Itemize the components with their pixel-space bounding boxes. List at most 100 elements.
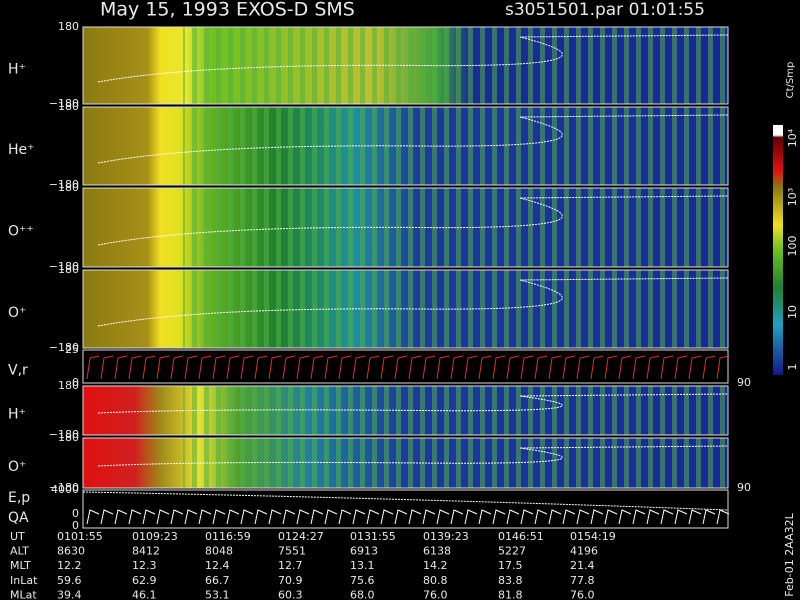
table-cell: 70.9	[278, 574, 303, 587]
table-cell: 6138	[423, 545, 451, 558]
panel-label: V,r	[8, 363, 28, 379]
y-tick-label: −180	[49, 97, 79, 110]
panel-label: E,p	[8, 490, 30, 506]
row-label: MLT	[10, 559, 31, 572]
panel-frame	[82, 437, 729, 489]
panel-frame	[82, 106, 729, 186]
panel-frame	[82, 26, 729, 105]
y-tick-label: −180	[49, 260, 79, 273]
table-cell: 77.8	[570, 574, 595, 587]
table-cell: 76.0	[423, 588, 448, 600]
y-tick-label: −180	[49, 428, 79, 441]
panel-bg	[82, 489, 729, 529]
colorbar-label: 1	[786, 364, 799, 371]
table-cell: 0109:23	[132, 530, 178, 543]
panel-label: He⁺	[8, 142, 35, 158]
pitch-trace	[97, 195, 729, 246]
table-cell: 81.8	[498, 588, 523, 600]
energy-trace	[82, 491, 729, 511]
y-tick-label: 180	[58, 263, 79, 276]
table-cell: 8630	[57, 545, 85, 558]
pitch-trace	[97, 114, 729, 164]
y-tick-label: 180	[58, 431, 79, 444]
row-label: ALT	[10, 545, 29, 558]
right-label: 90	[737, 376, 751, 389]
table-cell: 68.0	[350, 588, 375, 600]
colorbar-label: 10	[786, 305, 799, 319]
table-cell: 0124:27	[278, 530, 324, 543]
right-label: 90	[737, 481, 751, 494]
y-tick-label: 180	[58, 181, 79, 194]
table-cell: 83.8	[498, 574, 523, 587]
table-cell: 8412	[132, 545, 160, 558]
table-cell: 0154:19	[570, 530, 616, 543]
row-label: MLat	[10, 588, 37, 600]
table-cell: 12.4	[205, 559, 230, 572]
panel-label: H⁺	[8, 62, 26, 78]
panel-label: O⁺	[8, 305, 26, 321]
panel-bg	[82, 349, 729, 384]
y-tick-label: 0	[72, 519, 79, 532]
table-cell: 53.1	[205, 588, 230, 600]
row-label: UT	[10, 530, 25, 543]
y-tick-label: 180	[58, 379, 79, 392]
pitch-trace	[97, 34, 729, 83]
table-cell: 14.2	[423, 559, 448, 572]
panel-frame	[82, 385, 729, 436]
y-tick-label: 0	[72, 507, 79, 520]
table-cell: 21.4	[570, 559, 595, 572]
pitch-trace	[97, 277, 729, 327]
table-cell: 39.4	[57, 588, 82, 600]
trace	[86, 355, 730, 380]
table-cell: 12.2	[57, 559, 82, 572]
table-cell: 0139:23	[423, 530, 469, 543]
file-label: s3051501.par 01:01:55	[505, 0, 705, 20]
y-tick-label: 4000	[51, 483, 79, 496]
table-cell: 12.3	[132, 559, 157, 572]
table-cell: 76.0	[570, 588, 595, 600]
panel-label: O⁺	[8, 459, 26, 475]
table-cell: 46.1	[132, 588, 157, 600]
table-cell: 66.7	[205, 574, 230, 587]
table-cell: 17.5	[498, 559, 523, 572]
trace	[86, 509, 730, 525]
panel-frame	[82, 269, 729, 349]
colorbar-label: 100	[786, 236, 799, 257]
row-label: InLat	[10, 574, 38, 587]
table-cell: 6913	[350, 545, 378, 558]
table-cell: 12.7	[278, 559, 303, 572]
table-cell: 4196	[570, 545, 598, 558]
table-cell: 80.8	[423, 574, 448, 587]
y-tick-label: 180	[58, 100, 79, 113]
table-cell: 7551	[278, 545, 306, 558]
colorbar-label: 10⁴	[786, 128, 799, 147]
pitch-trace	[97, 393, 729, 414]
y-tick-label: −180	[49, 481, 79, 494]
panel-label: H⁺	[8, 407, 26, 423]
panel-label: QA	[8, 510, 29, 526]
table-cell: 62.9	[132, 574, 157, 587]
y-tick-label: −180	[49, 341, 79, 354]
colorbar-unit: Ct/Smp	[785, 62, 796, 99]
panel-label: O⁺⁺	[8, 224, 34, 240]
table-cell: 0116:59	[205, 530, 251, 543]
table-cell: 5227	[498, 545, 526, 558]
pitch-trace	[97, 445, 729, 467]
colorbar	[773, 125, 783, 375]
y-tick-label: 180	[58, 20, 79, 33]
title: May 15, 1993 EXOS-D SMS	[100, 0, 355, 21]
colorbar-label: 10³	[786, 188, 799, 206]
table-cell: 0146:51	[498, 530, 544, 543]
table-cell: 59.6	[57, 574, 82, 587]
table-cell: 8048	[205, 545, 233, 558]
y-tick-label: 25	[65, 343, 79, 356]
table-cell: 60.3	[278, 588, 303, 600]
panel-frame	[82, 187, 729, 268]
y-tick-label: −180	[49, 178, 79, 191]
table-cell: 0101:55	[57, 530, 103, 543]
table-cell: 0131:55	[350, 530, 396, 543]
y-tick-label: 0	[72, 376, 79, 389]
footer: Feb-01 2AA32L	[783, 512, 796, 596]
table-cell: 13.1	[350, 559, 375, 572]
